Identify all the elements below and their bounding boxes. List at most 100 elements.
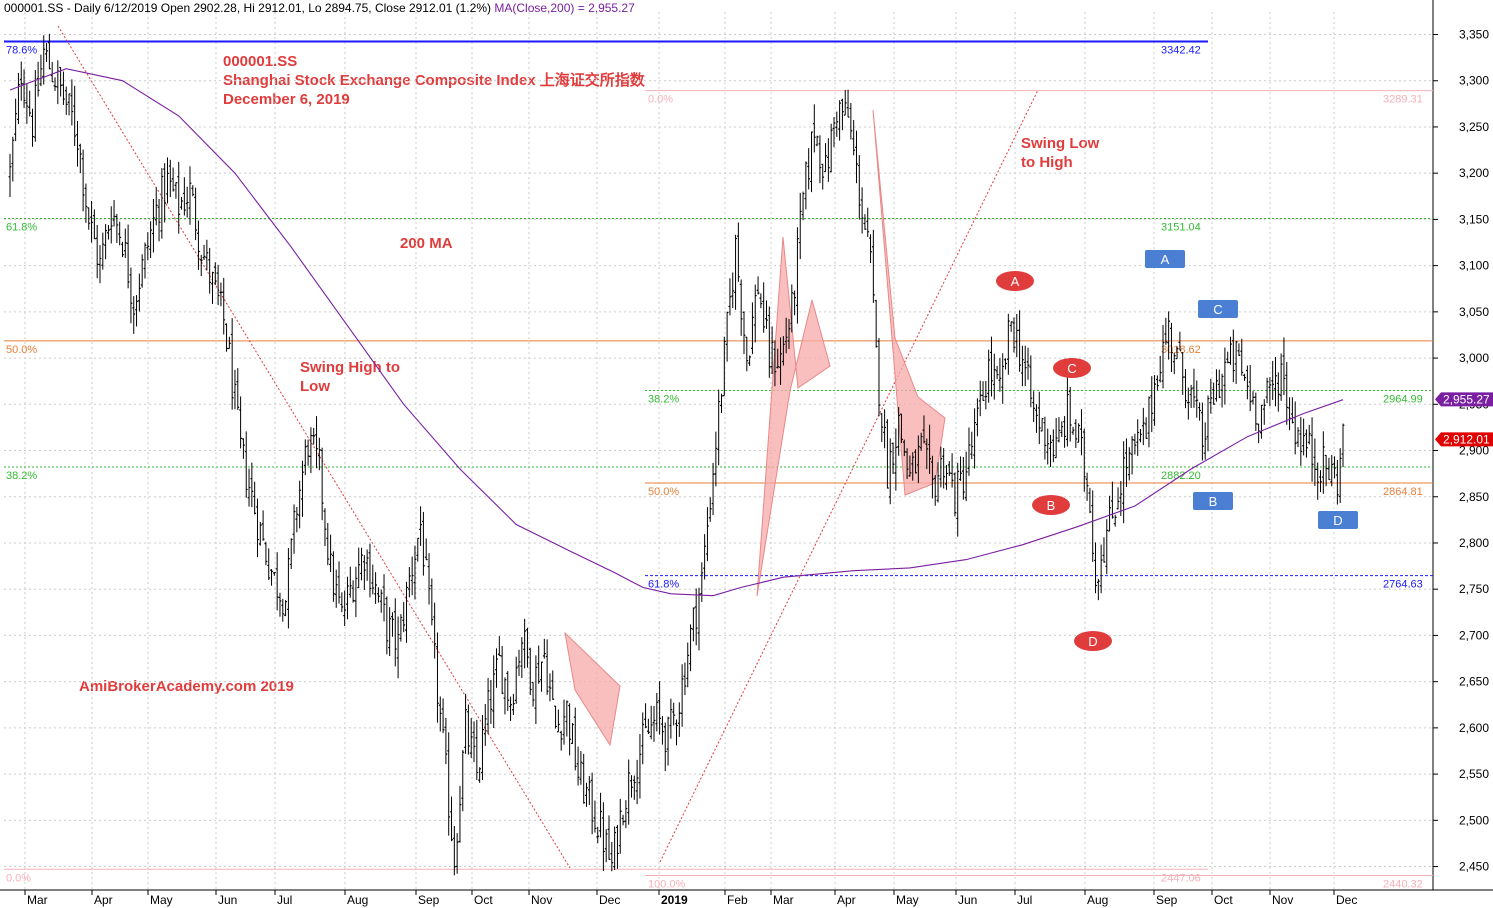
pattern-label-blue [1193,492,1233,510]
pattern-label-blue [1318,511,1358,529]
x-tick-label: Jun [218,893,237,907]
pattern-label-text: B [1209,494,1218,509]
fib-pct-label: 61.8% [6,221,37,233]
x-tick-label: 2019 [661,893,688,907]
fib-pct-label: 38.2% [648,393,679,405]
x-tick-label: Jun [958,893,977,907]
y-tick-label: 3,150 [1459,212,1489,226]
y-tick-label: 2,500 [1459,813,1489,827]
y-tick-label: 2,550 [1459,767,1489,781]
swing-trendlines [57,25,1039,869]
y-tick-label: 3,050 [1459,305,1489,319]
chart-title-block: 000001.SS Shanghai Stock Exchange Compos… [223,52,645,109]
header-quote: 000001.SS - Daily 6/12/2019 Open 2902.28… [4,1,492,15]
x-tick-label: Jul [277,893,292,907]
x-tick-label: Sep [418,893,440,907]
title-date: December 6, 2019 [223,91,350,108]
y-tick-label: 3,100 [1459,259,1489,273]
x-tick-label: Nov [531,893,552,907]
note-swing-low-high: Swing Low to High [1021,134,1099,172]
note-swing-low-high-line2: to High [1021,154,1073,171]
x-tick-label: Mar [773,893,794,907]
x-tick-label: Mar [27,893,48,907]
y-tick-label: 2,900 [1459,444,1489,458]
header-ma: MA(Close,200) = 2,955.27 [494,1,635,15]
pattern-label-red [1074,631,1112,651]
x-tick-label: Oct [474,893,493,907]
y-tick-label: 2,850 [1459,490,1489,504]
pattern-label-text: C [1067,361,1076,376]
fib-pct-label: 0.0% [6,872,31,884]
y-tick-label: 3,350 [1459,28,1489,42]
y-tick-label: 2,750 [1459,582,1489,596]
x-tick-label: Sep [1156,893,1178,907]
price-tag-label: 2,955.27 [1443,392,1490,406]
chart-header: 000001.SS - Daily 6/12/2019 Open 2902.28… [4,1,635,15]
pattern-label-text: B [1047,498,1056,513]
pattern-label-text: A [1011,274,1020,289]
y-tick-label: 2,700 [1459,628,1489,642]
title-index-name: Shanghai Stock Exchange Composite Index … [223,72,645,89]
pattern-label-red [1032,495,1070,515]
fib-price-label: 3342.42 [1161,45,1201,57]
pattern-label-red [1053,358,1091,378]
x-tick-label: Jul [1017,893,1032,907]
pattern-label-text: D [1088,634,1097,649]
pattern-triangle [564,631,621,747]
fib-price-label: 2764.63 [1383,579,1423,591]
price-tag [1435,392,1493,407]
fib-price-label: 2864.81 [1383,486,1423,498]
note-swing-high-low-line2: Low [300,378,330,395]
pattern-triangle [872,109,946,496]
note-200ma: 200 MA [400,235,453,252]
y-tick-label: 2,600 [1459,721,1489,735]
fib-right-levels: 0.0% 3289.31 38.2% 2964.99 50.0% 2864.81 61.8%… [645,90,1433,890]
harmonic-pattern-shading [564,109,946,747]
x-tick-label: Aug [1087,893,1108,907]
y-tick-label: 3,300 [1459,74,1489,88]
y-axis-ticks: 2,450 2,500 2,550 2,600 2,650 2,700 2,750 2,800… [4,28,1489,874]
price-tag-label: 2,912.01 [1443,432,1490,446]
y-tick-label: 3,000 [1459,351,1489,365]
ma200-line [9,68,1344,597]
fib-pct-label: 50.0% [648,486,679,498]
fib-pct-label: 50.0% [6,344,37,356]
x-tick-label: Oct [1214,893,1233,907]
pattern-triangle [756,236,831,597]
pattern-label-text: A [1161,252,1170,267]
trendline-swing-low-high [659,89,1039,863]
x-tick-label: Dec [599,893,620,907]
fib-price-label: 3151.04 [1161,221,1201,233]
y-tick-label: 3,250 [1459,120,1489,134]
y-tick-label: 2,650 [1459,675,1489,689]
x-tick-label: Apr [837,893,856,907]
note-swing-low-high-line1: Swing Low [1021,135,1100,152]
x-tick-label: Dec [1336,893,1357,907]
fib-price-label: 2440.32 [1383,878,1423,890]
price-tags: 2,955.27 2,912.01 [1435,392,1493,447]
x-tick-label: Aug [347,893,368,907]
pattern-label-red [996,271,1034,291]
fib-price-label: 3289.31 [1383,94,1423,106]
fib-pct-label: 38.2% [6,470,37,482]
fib-pct-label: 100.0% [648,878,686,890]
y-tick-label: 3,200 [1459,166,1489,180]
fib-pct-label: 0.0% [648,94,673,106]
y-tick-label: 2,800 [1459,536,1489,550]
fib-pct-label: 78.6% [6,45,37,57]
title-symbol: 000001.SS [223,53,298,70]
x-axis-labels: Mar Apr May Jun Jul Aug Sep Oct Nov Dec 2019 Feb Mar… [24,890,1357,907]
pattern-label-blue [1198,300,1238,318]
x-tick-label: Apr [94,893,113,907]
x-tick-label: Feb [727,893,748,907]
pattern-label-text: D [1333,513,1342,528]
pattern-label-text: C [1213,302,1222,317]
fib-price-label: 2447.06 [1161,872,1201,884]
x-tick-label: May [896,893,919,907]
fib-pct-label: 61.8% [648,579,679,591]
x-tick-label: Nov [1272,893,1293,907]
trendline-swing-high-low [57,25,571,869]
vertical-gridlines [24,12,1335,890]
price-tag [1435,432,1493,447]
